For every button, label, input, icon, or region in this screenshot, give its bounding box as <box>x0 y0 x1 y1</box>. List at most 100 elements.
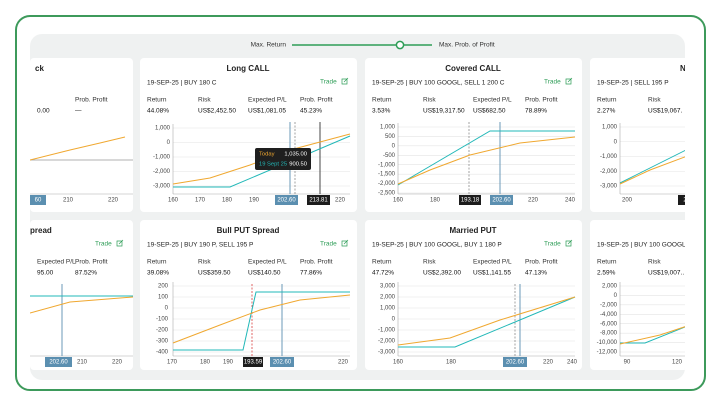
y-tick-label: -3,000 <box>600 184 618 190</box>
stat-label: Risk <box>648 97 661 104</box>
strategy-card[interactable]: pread Trade Expected P/L 95.00 Prob. Profit 8… <box>30 220 134 370</box>
x-tick-label: 200 <box>622 198 633 204</box>
x-tick-label: 180 <box>222 198 233 204</box>
y-tick-label: 1,000 <box>380 125 396 131</box>
price-tag-label: 202.60 <box>273 360 292 366</box>
y-tick-label: -8,000 <box>600 331 618 337</box>
strategy-card[interactable]: Bull PUT Spread 19-SEP-25 | BUY 190 P, SE… <box>140 220 357 370</box>
card-subtitle: 19-SEP-25 | BUY 100 GOOGL, BUY 1 180 P <box>372 242 502 249</box>
price-tag-label: 2 <box>683 198 687 204</box>
stat-label: Prob. Profit <box>525 97 558 104</box>
x-tick-label: 120 <box>672 360 683 366</box>
x-tick-label: 90 <box>624 360 631 366</box>
stat-value: 47.13% <box>525 270 547 277</box>
y-tick-label: 500 <box>385 134 396 140</box>
stat-label: Expected P/L <box>37 259 76 266</box>
trade-link[interactable]: Trade <box>544 79 561 86</box>
stat-value: 39.08% <box>147 270 169 277</box>
stat-label: Risk <box>648 259 661 266</box>
y-tick-label: 1,000 <box>602 125 618 131</box>
card-bg <box>30 220 133 370</box>
x-tick-label: 180 <box>200 360 211 366</box>
stat-label: Expected P/L <box>473 259 512 266</box>
stat-label: Risk <box>198 97 211 104</box>
stat-value: US$682.50 <box>473 108 506 115</box>
card-bg <box>590 58 685 212</box>
x-tick-label: 240 <box>567 360 578 366</box>
strategy-card[interactable]: Covered CALL 19-SEP-25 | BUY 100 GOOGL, S… <box>365 58 582 212</box>
tooltip-expiry-value: 900.50 <box>289 162 307 168</box>
trade-icon[interactable] <box>341 77 349 85</box>
y-tick-label: 1,000 <box>155 126 171 132</box>
trade-link[interactable]: Trade <box>544 241 561 248</box>
trade-icon[interactable] <box>565 239 573 247</box>
y-tick-label: -300 <box>156 339 169 345</box>
price-tag <box>30 195 46 205</box>
price-tag <box>459 195 481 205</box>
strategy-card[interactable]: Long CALL 19-SEP-25 | BUY 180 C Trade Retur… <box>140 58 357 212</box>
today-payoff-line <box>172 133 351 185</box>
trade-icon[interactable] <box>116 239 124 247</box>
price-tag-label: 213.81 <box>309 198 328 204</box>
card-subtitle: 19-SEP-25 | BUY 180 C <box>147 80 217 87</box>
x-tick-label: 220 <box>528 198 539 204</box>
x-tick-label: 180 <box>446 360 457 366</box>
price-tag <box>490 195 513 205</box>
strategy-card[interactable]: N 19-SEP-25 | SELL 195 P Return 2.27% Risk US… <box>590 58 692 212</box>
card-bg <box>30 58 133 212</box>
y-tick-label: -500 <box>383 153 396 159</box>
stat-value: 45.23% <box>300 108 322 115</box>
trade-icon[interactable] <box>565 77 573 85</box>
tooltip-expiry-label: 19 Sept 25 <box>259 162 287 168</box>
y-tick-label: -2,000 <box>378 181 396 187</box>
strategy-card[interactable]: Married PUT 19-SEP-25 | BUY 100 GOOGL, BU… <box>365 220 582 370</box>
slider-left-label: Max. Return <box>251 42 287 49</box>
card-title: Married PUT <box>449 226 496 235</box>
stat-value: 0.00 <box>37 108 50 115</box>
today-payoff-line <box>30 296 134 314</box>
y-tick-label: -100 <box>156 317 169 323</box>
stat-value: US$1,081.05 <box>248 108 286 115</box>
card-subtitle: 19-SEP-25 | BUY 190 P, SELL 195 P <box>147 242 253 249</box>
x-tick-label: 190 <box>223 360 234 366</box>
stat-label: Return <box>372 97 392 104</box>
trade-link[interactable]: Trade <box>95 241 112 248</box>
y-tick-label: 1,000 <box>380 306 396 312</box>
today-payoff-line <box>619 324 685 345</box>
stat-value: US$19,317.50 <box>423 108 465 115</box>
strategy-card[interactable]: 19-SEP-25 | BUY 100 GOOGL, Return 2.59% Ris… <box>590 220 690 370</box>
trade-link[interactable]: Trade <box>320 241 337 248</box>
stat-value: US$1,141.55 <box>473 270 511 277</box>
y-tick-label: -6,000 <box>600 321 618 327</box>
y-tick-label: 0 <box>167 140 171 146</box>
stat-label: Expected P/L <box>248 97 287 104</box>
card-title: pread <box>30 226 52 235</box>
y-tick-label: -1,000 <box>153 155 171 161</box>
x-tick-label: 220 <box>112 360 123 366</box>
strategy-card[interactable]: ck 0.00 Prob. Profit — 210 220 60 <box>30 58 133 212</box>
trade-link[interactable]: Trade <box>320 79 337 86</box>
price-tag-label: 202.60 <box>506 360 525 366</box>
x-tick-label: 160 <box>393 198 404 204</box>
today-payoff-line <box>397 136 576 185</box>
slider-knob[interactable] <box>395 40 405 50</box>
x-tick-label: 160 <box>393 360 404 366</box>
today-payoff-line <box>30 136 126 161</box>
stat-label: Prob. Profit <box>300 97 333 104</box>
stat-label: Expected P/L <box>473 97 512 104</box>
expiry-payoff-line <box>619 147 685 184</box>
card-subtitle: 19-SEP-25 | BUY 100 GOOGL, <box>597 242 688 249</box>
y-tick-label: -2,000 <box>378 339 396 345</box>
stat-value: US$19,067. <box>648 108 683 115</box>
x-tick-label: 220 <box>335 198 346 204</box>
stat-value: 44.08% <box>147 108 169 115</box>
stat-label: Risk <box>198 259 211 266</box>
tooltip-today-label: Today <box>259 152 275 158</box>
price-tag-label: 60 <box>35 198 42 204</box>
trade-icon[interactable] <box>341 239 349 247</box>
y-tick-label: -3,000 <box>378 350 396 356</box>
card-title: Covered CALL <box>445 64 501 73</box>
price-tag <box>275 195 298 205</box>
stat-value: — <box>75 108 82 115</box>
